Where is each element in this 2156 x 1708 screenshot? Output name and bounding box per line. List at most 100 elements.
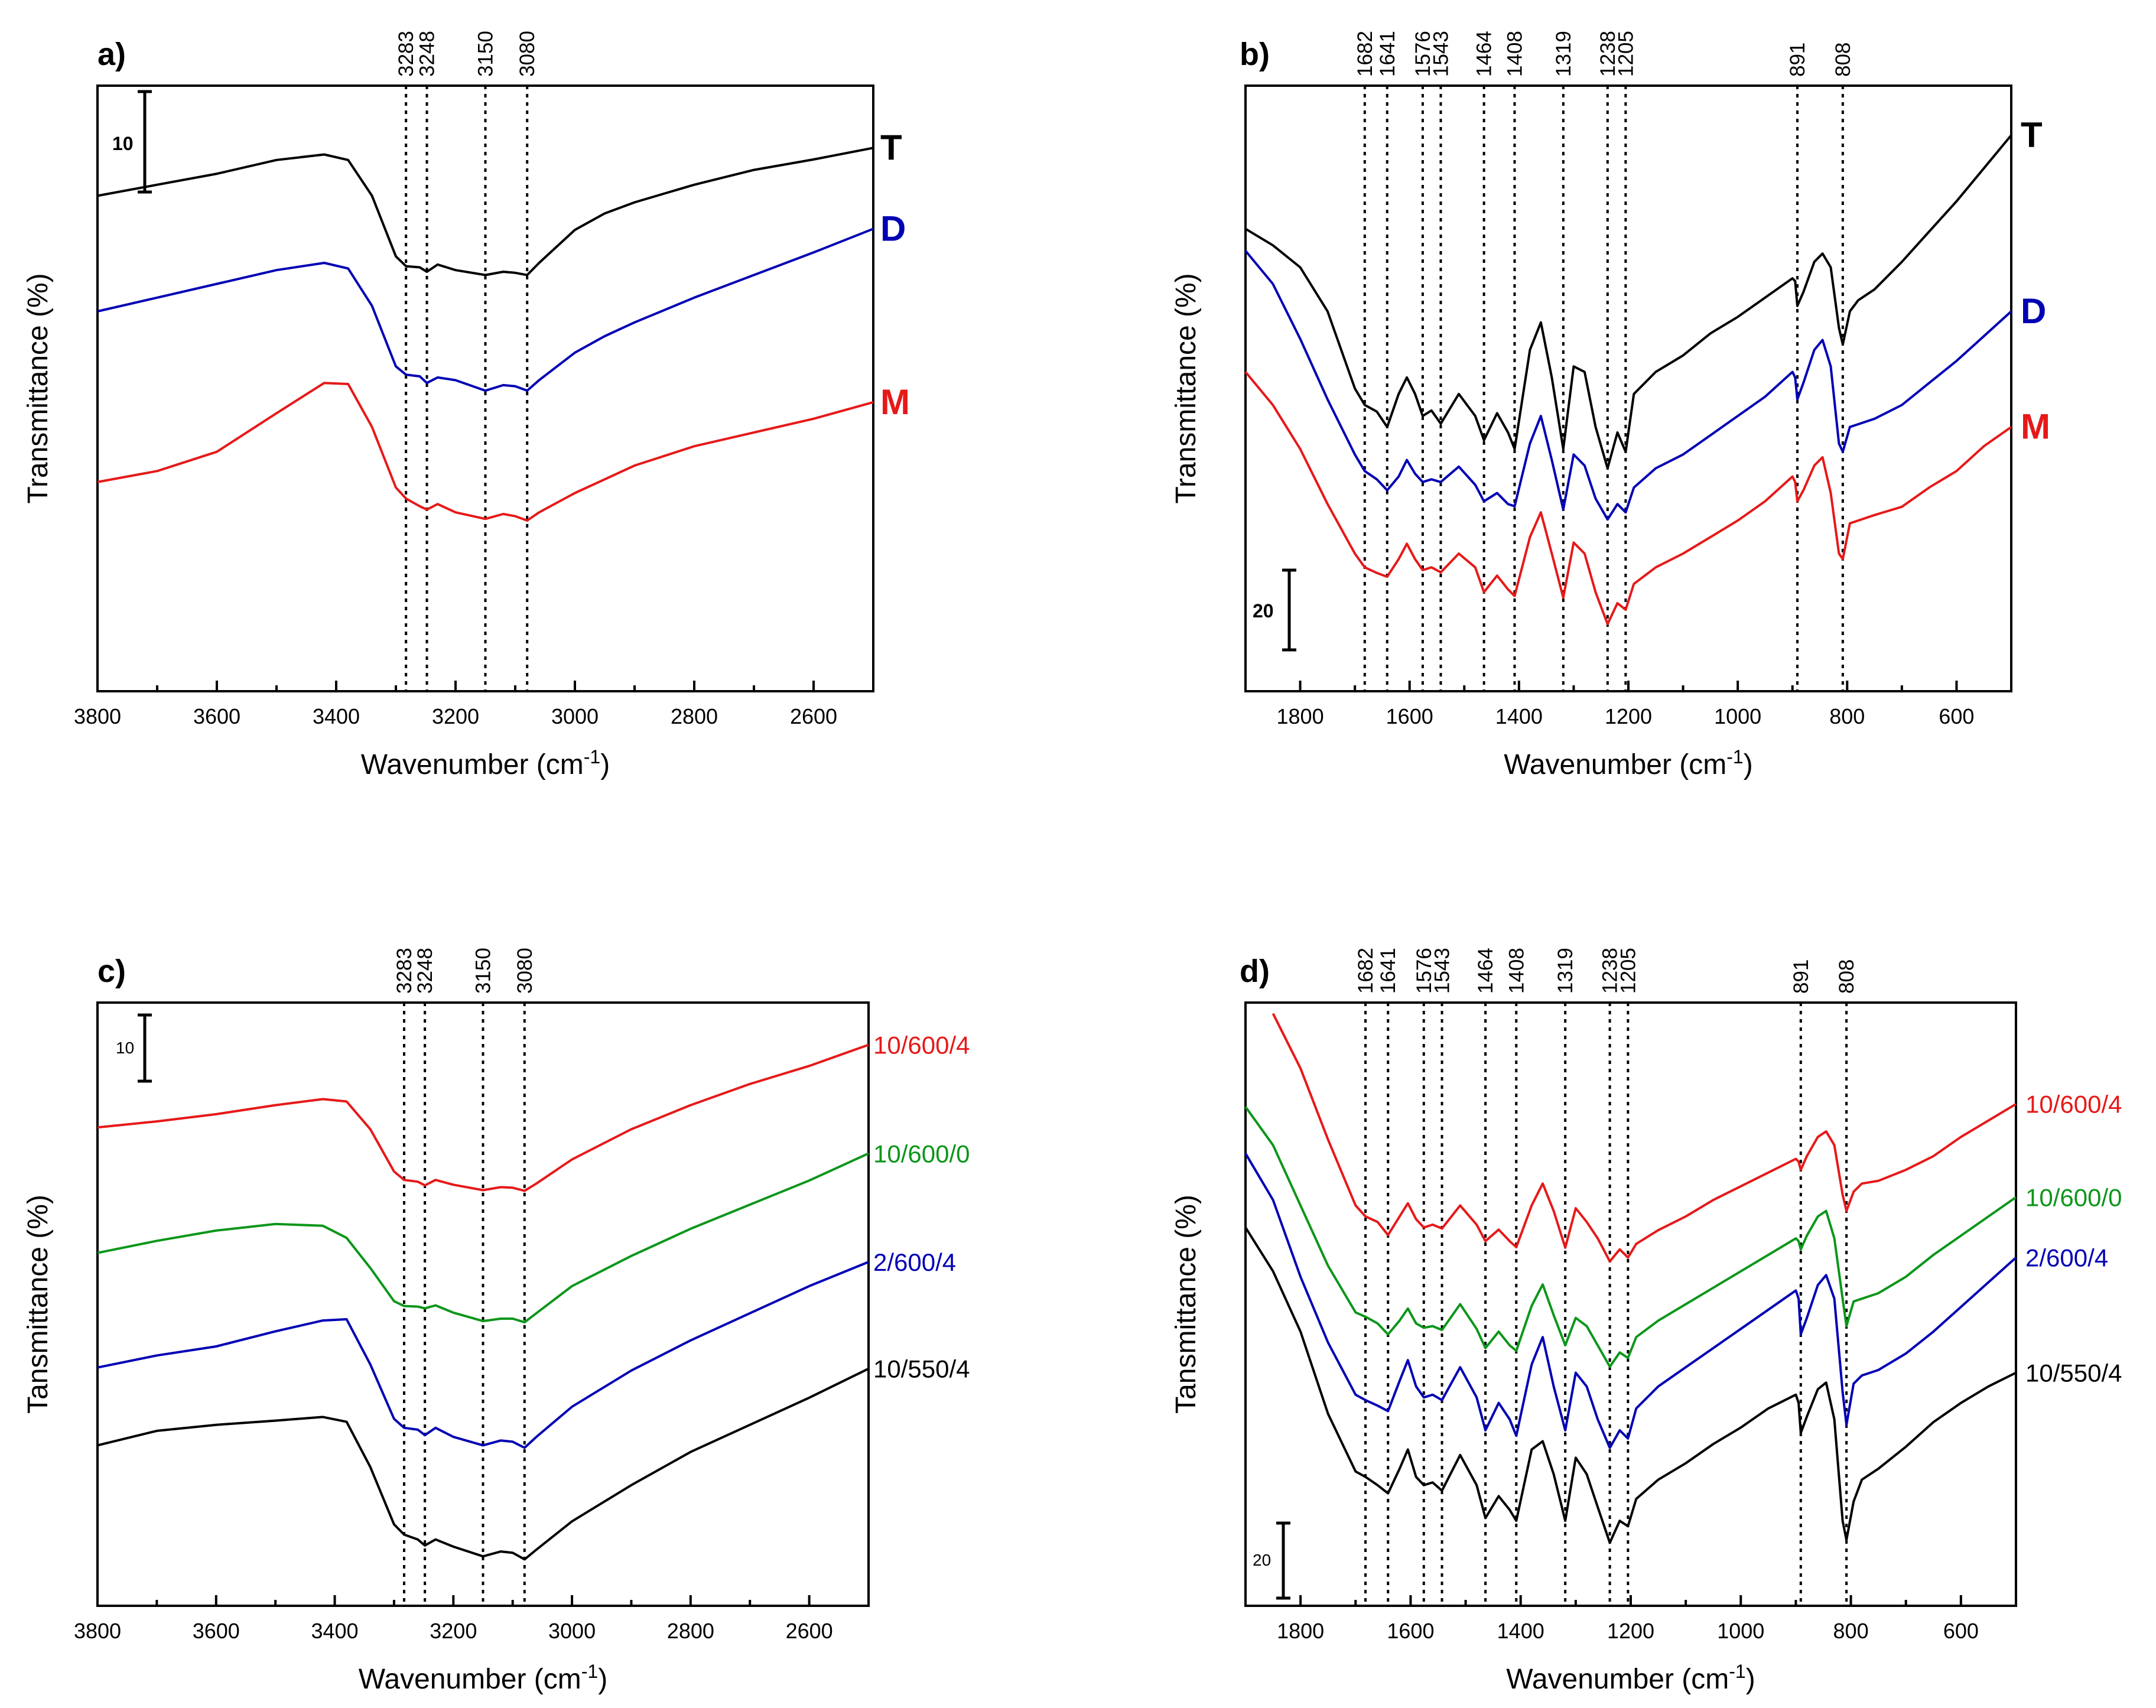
peak-marker-label: 1543 [1429, 31, 1452, 77]
x-tick-label: 1800 [1277, 1619, 1324, 1643]
x-axis-label: Wavenumber (cm-1) [361, 746, 610, 780]
series-line-10-600-4 [97, 1043, 869, 1192]
series-line-10-600-4 [1272, 1013, 2017, 1263]
panel-label: c) [97, 954, 126, 989]
scale-bar-label: 20 [1253, 600, 1274, 622]
peak-marker-label: 1682 [1354, 31, 1377, 77]
series-line-10-600-0 [1244, 1106, 2017, 1368]
peak-marker-label: 808 [1832, 43, 1855, 77]
x-axis-label: Wavenumber (cm-1) [1504, 746, 1752, 780]
peak-marker-label: 3283 [393, 948, 416, 994]
plot-frame [96, 1001, 870, 1607]
x-tick-label: 1000 [1717, 1619, 1764, 1643]
x-tick-label: 3400 [313, 704, 360, 728]
series-label: T [2021, 115, 2043, 155]
x-tick-label: 1000 [1714, 704, 1761, 728]
x-tick-label: 1400 [1497, 1619, 1544, 1643]
series-label: 10/600/4 [873, 1031, 970, 1059]
peak-marker-label: 1408 [1503, 31, 1526, 77]
peak-marker-label: 1464 [1473, 31, 1496, 77]
series-line-M [1244, 371, 2012, 626]
x-tick-label: 2600 [786, 1619, 833, 1643]
series-label: 10/600/4 [2025, 1091, 2122, 1118]
peak-marker-label: 1464 [1474, 948, 1497, 994]
series-line-10-550-4 [1244, 1226, 2017, 1544]
peak-marker-label: 1576 [1413, 948, 1436, 994]
peak-marker-label: 1543 [1431, 948, 1454, 994]
peak-marker-label: 891 [1790, 959, 1813, 994]
peak-marker-label: 1408 [1505, 948, 1528, 994]
x-tick-label: 1600 [1387, 1619, 1434, 1643]
series-line-10-600-0 [97, 1152, 869, 1324]
x-tick-label: 3600 [193, 704, 240, 728]
series-label: M [880, 382, 910, 422]
peak-marker-label: 3080 [513, 948, 536, 994]
peak-marker-label: 1641 [1377, 948, 1400, 994]
y-axis-label: Transmittance (%) [1170, 273, 1202, 503]
series-label: 10/550/4 [873, 1355, 970, 1383]
series-line-T [1244, 134, 2012, 470]
y-axis-label: Tansmittance (%) [1170, 1195, 1202, 1414]
scale-bar-label: 10 [116, 1039, 134, 1057]
panel-label: d) [1240, 954, 1270, 989]
x-tick-label: 2800 [667, 1619, 714, 1643]
x-tick-label: 2600 [790, 704, 837, 728]
peak-marker-label: 3150 [472, 948, 495, 994]
scale-bar-label: 20 [1253, 1551, 1271, 1569]
peak-marker-label: 1238 [1599, 948, 1622, 994]
x-tick-label: 3200 [430, 1619, 477, 1643]
x-tick-label: 3600 [193, 1619, 240, 1643]
peak-marker-label: 3248 [416, 31, 439, 77]
series-line-T [97, 147, 874, 276]
x-tick-label: 3400 [311, 1619, 358, 1643]
series-label: D [880, 209, 906, 248]
x-tick-label: 3000 [551, 704, 599, 728]
series-label: T [880, 128, 902, 167]
x-tick-label: 3000 [548, 1619, 596, 1643]
series-line-2-600-4 [97, 1261, 869, 1449]
x-tick-label: 1800 [1277, 704, 1324, 728]
peak-marker-label: 3080 [516, 31, 539, 77]
panel-label: a) [97, 37, 126, 72]
series-label: 2/600/4 [2025, 1244, 2108, 1272]
series-line-D [1244, 250, 2012, 521]
y-axis-label: Tansmittance (%) [22, 1195, 54, 1414]
x-tick-label: 600 [1939, 704, 1974, 728]
peak-marker-label: 1238 [1596, 31, 1620, 77]
x-tick-label: 3800 [74, 1619, 121, 1643]
x-tick-label: 600 [1943, 1619, 1979, 1643]
x-tick-label: 3200 [432, 704, 479, 728]
series-label: 10/600/0 [2025, 1184, 2122, 1212]
series-label: D [2021, 291, 2046, 331]
x-tick-label: 1400 [1495, 704, 1543, 728]
series-line-M [97, 382, 874, 522]
x-tick-label: 800 [1829, 704, 1865, 728]
series-label: M [2021, 407, 2050, 447]
series-label: 2/600/4 [873, 1248, 956, 1276]
series-line-D [97, 227, 874, 392]
peak-marker-label: 1205 [1617, 948, 1640, 994]
peak-marker-label: 1641 [1376, 31, 1399, 77]
scale-bar-label: 10 [112, 133, 134, 154]
series-label: 10/600/0 [873, 1140, 970, 1167]
panel-label: b) [1240, 37, 1270, 72]
peak-marker-label: 1319 [1552, 31, 1575, 77]
x-tick-label: 3800 [74, 704, 121, 728]
peak-marker-label: 1682 [1354, 948, 1377, 994]
peak-marker-label: 1319 [1554, 948, 1577, 994]
series-line-10-550-4 [97, 1367, 869, 1561]
peak-marker-label: 808 [1835, 959, 1858, 994]
peak-marker-label: 3248 [414, 948, 437, 994]
x-axis-label: Wavenumber (cm-1) [1506, 1661, 1755, 1695]
y-axis-label: Transmittance (%) [22, 273, 54, 503]
x-axis-label: Wavenumber (cm-1) [359, 1661, 607, 1695]
peak-marker-label: 891 [1786, 43, 1809, 77]
x-tick-label: 800 [1833, 1619, 1869, 1643]
x-tick-label: 1200 [1605, 704, 1652, 728]
x-tick-label: 1600 [1386, 704, 1433, 728]
peak-marker-label: 1205 [1614, 31, 1637, 77]
series-line-2-600-4 [1244, 1153, 2017, 1449]
peak-marker-label: 1576 [1412, 31, 1435, 77]
peak-marker-label: 3150 [474, 31, 497, 77]
